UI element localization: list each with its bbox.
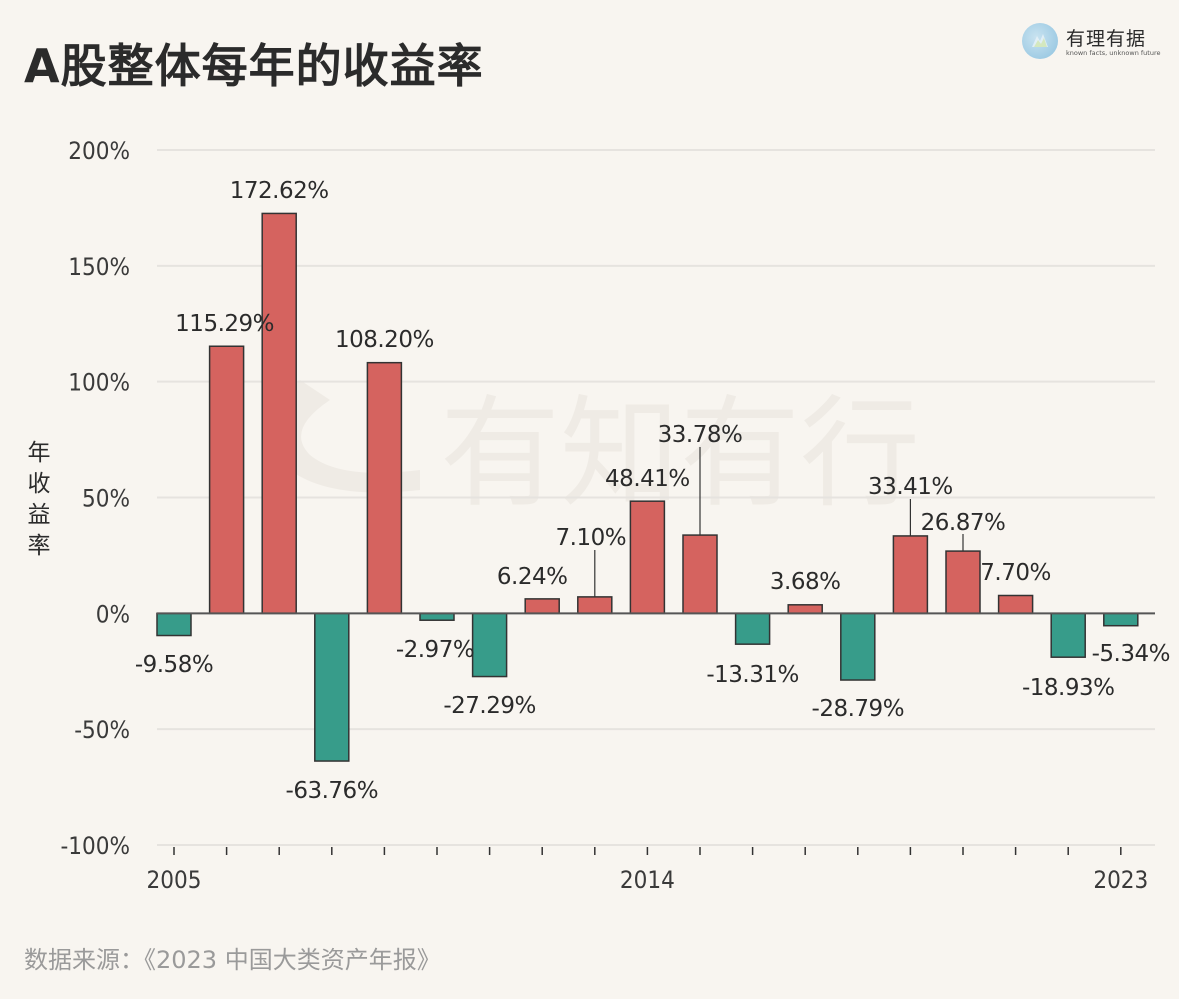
data-label-2019: 33.41%: [868, 474, 953, 500]
y-tick-label: 100%: [68, 369, 130, 397]
x-tick-label: 2005: [147, 866, 202, 894]
watermark-logo-icon: [267, 380, 420, 493]
gridlines: [157, 149, 1155, 846]
bar-2005: [156, 612, 192, 637]
logo-icon: [1022, 23, 1058, 59]
bar-2007: [261, 212, 297, 615]
y-axis-label: 年 收 益 率: [24, 438, 54, 562]
bar-2009: [366, 361, 403, 615]
data-labels: -9.58% 115.29% 172.62% -63.76% 108.20% -2.97%…: [135, 178, 1171, 804]
data-label-2011: -27.29%: [443, 693, 536, 719]
bar-2013: [577, 596, 613, 615]
data-label-2013: 7.10%: [556, 525, 627, 551]
data-label-2006: 115.29%: [175, 311, 274, 337]
x-tick-label: 2023: [1093, 866, 1148, 894]
bar-2022: [1050, 612, 1086, 658]
data-label-2018: -28.79%: [812, 696, 905, 722]
bar-2010: [419, 612, 455, 621]
data-label-2014: 48.41%: [605, 466, 690, 492]
y-tick-label: 150%: [68, 253, 130, 281]
y-tick-label: 50%: [82, 485, 130, 513]
x-axis-ticks: 2005 2014 2023: [147, 847, 1148, 894]
brand-logo: 有理有据 known facts, unknown future: [1022, 22, 1172, 62]
bar-2019: [892, 535, 929, 615]
bar-2020: [945, 550, 981, 615]
watermark: 有知有行: [267, 380, 920, 524]
data-label-2008: -63.76%: [286, 778, 379, 804]
data-label-2021: 7.70%: [980, 560, 1051, 586]
data-label-2007: 172.62%: [230, 178, 329, 204]
chart-title: A股整体每年的收益率: [24, 39, 484, 93]
data-label-2012: 6.24%: [497, 564, 568, 590]
mountain-icon: [1032, 34, 1048, 47]
y-axis-label-char: 益: [27, 502, 51, 528]
bar-2017: [787, 604, 823, 615]
data-label-2022: -18.93%: [1022, 675, 1115, 701]
data-source: 数据来源：《2023 中国大类资产年报》: [24, 946, 441, 974]
bar-2006: [208, 345, 245, 615]
y-tick-label: -100%: [60, 832, 130, 860]
bar-2021: [997, 594, 1034, 615]
data-label-2005: -9.58%: [135, 652, 213, 678]
bar-2014: [629, 500, 666, 615]
bar-2011: [471, 612, 508, 678]
y-axis-ticks: 200% 150% 100% 50% 0% -50% -100%: [60, 137, 130, 860]
data-label-2009: 108.20%: [335, 327, 434, 353]
y-axis-label-char: 收: [27, 471, 51, 497]
data-label-2017: 3.68%: [770, 569, 841, 595]
y-tick-label: 200%: [68, 137, 130, 165]
bar-2015: [682, 534, 718, 615]
y-tick-label: -50%: [74, 716, 130, 744]
data-label-2023: -5.34%: [1092, 641, 1170, 667]
bar-2008: [314, 612, 350, 762]
x-tick-label: 2014: [620, 866, 675, 894]
logo-name: 有理有据: [1066, 28, 1147, 50]
y-tick-label: 0%: [96, 600, 130, 628]
bar-2018: [840, 612, 876, 681]
bar-2023: [1103, 612, 1139, 627]
y-axis-label-char: 年: [27, 440, 51, 466]
y-axis-label-char: 率: [27, 533, 51, 559]
logo-tagline: known facts, unknown future: [1066, 49, 1161, 57]
data-label-2016: -13.31%: [706, 662, 799, 688]
bar-2016: [734, 612, 771, 645]
data-label-2015: 33.78%: [658, 422, 743, 448]
data-label-2020: 26.87%: [921, 510, 1006, 536]
bar-2012: [524, 598, 560, 615]
watermark-text: 有知有行: [440, 385, 920, 524]
data-label-2010: -2.97%: [396, 637, 474, 663]
